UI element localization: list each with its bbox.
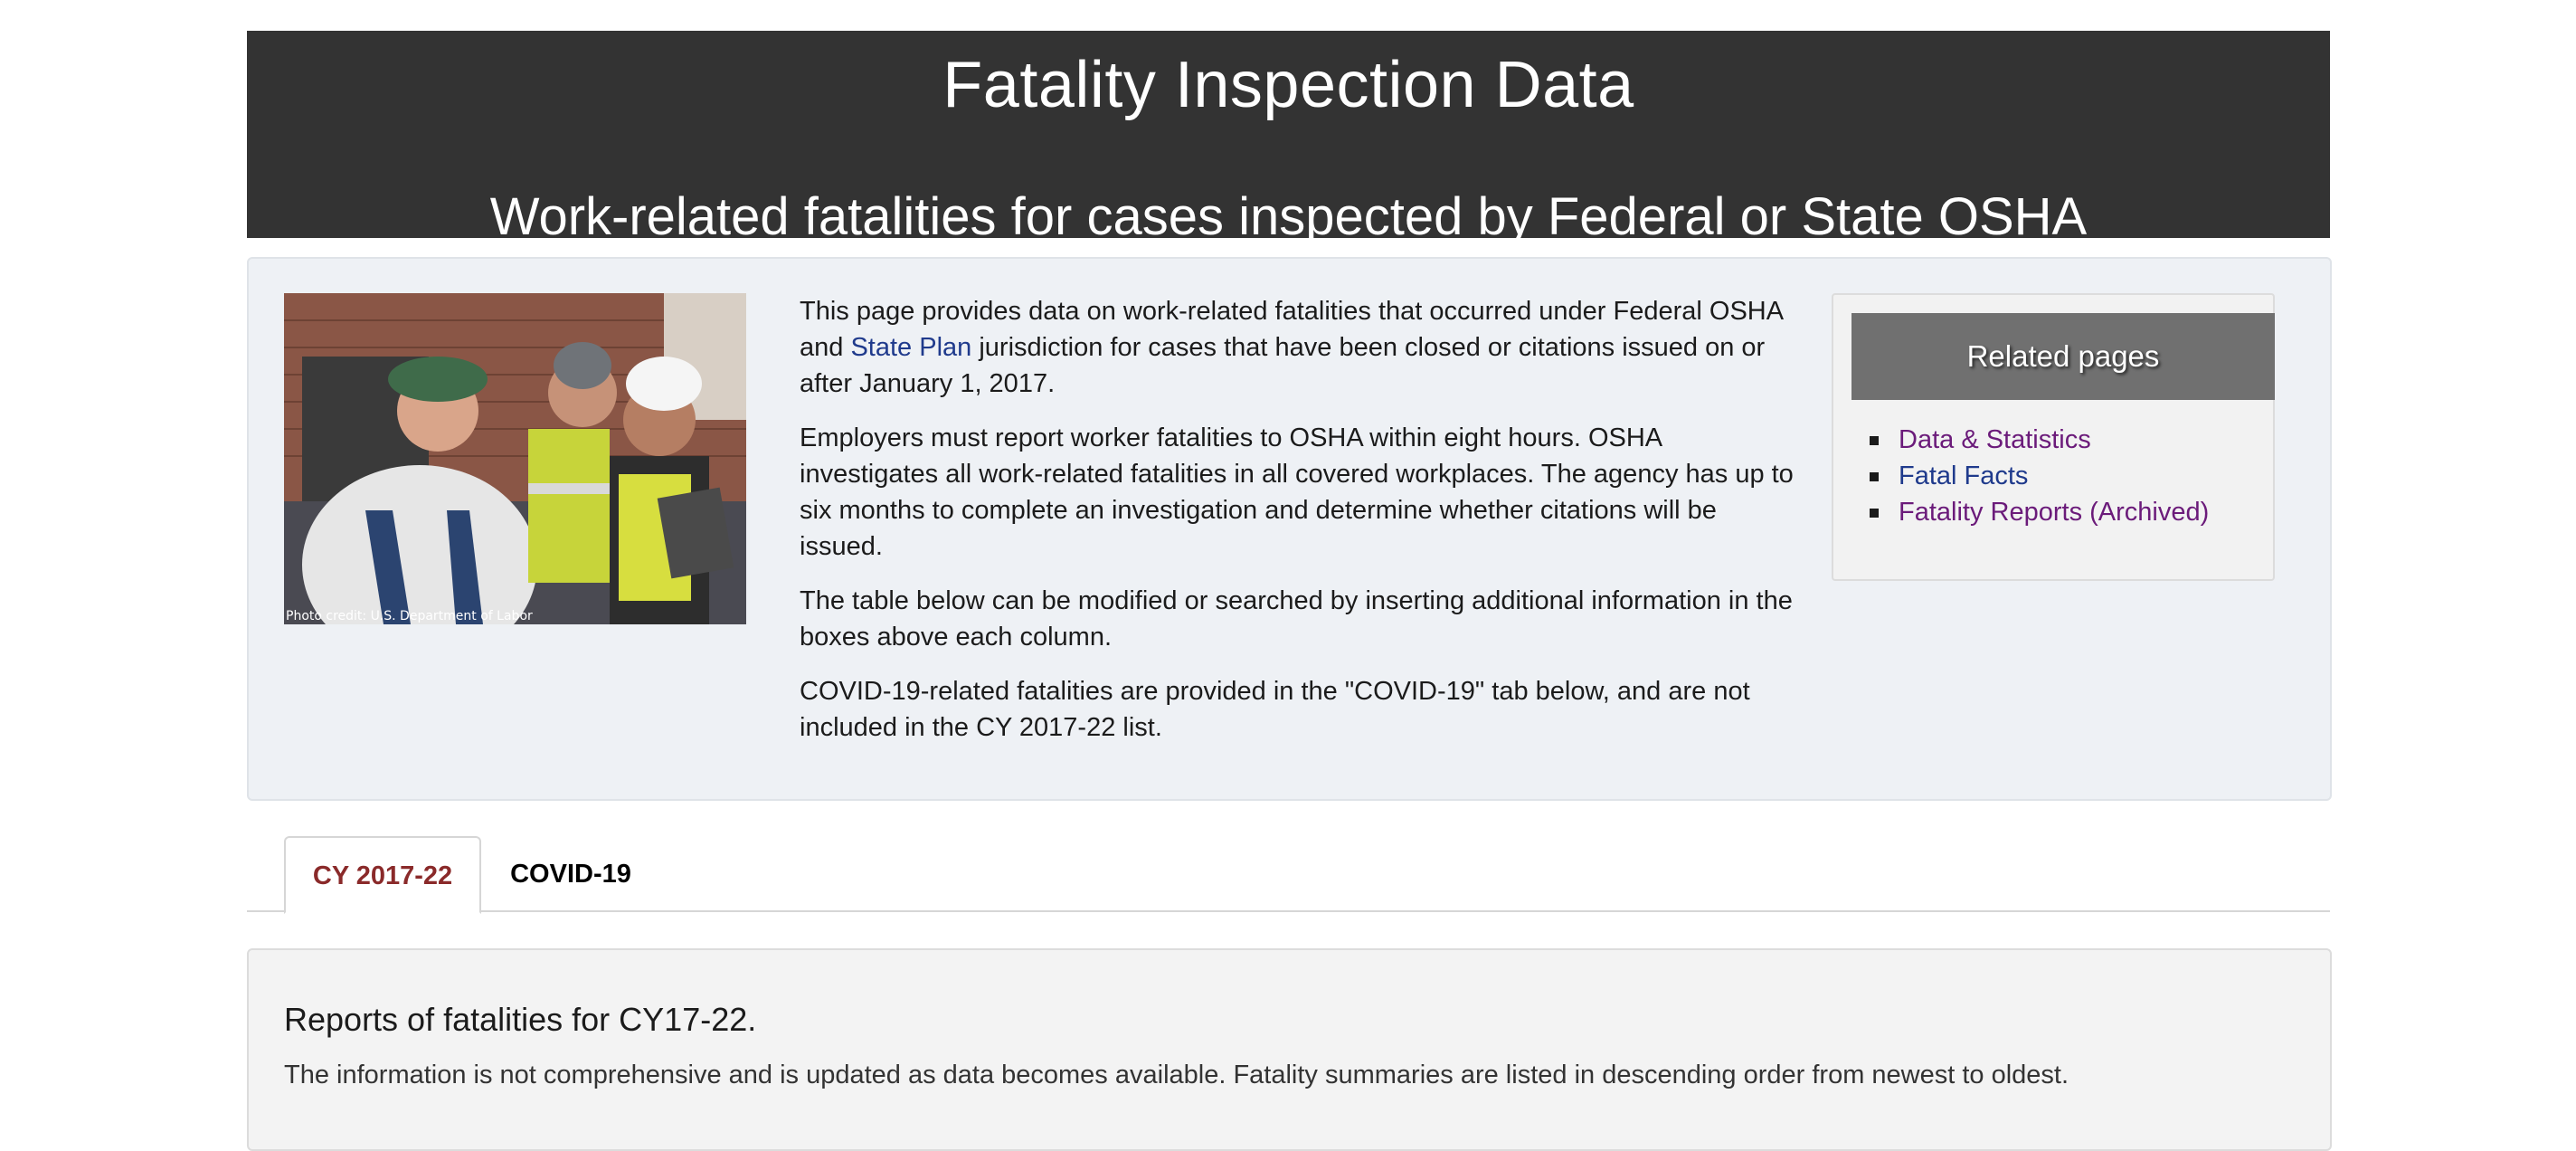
report-heading: Reports of fatalities for CY17-22.: [284, 1001, 757, 1038]
page-subtitle: Work-related fatalities for cases inspec…: [489, 187, 2088, 246]
photo-credit: Photo credit: U.S. Department of Labor: [286, 609, 533, 623]
report-panel: Reports of fatalities for CY17-22. The i…: [247, 948, 2332, 1151]
page-title: Fatality Inspection Data: [942, 49, 1634, 121]
intro-paragraph-1: This page provides data on work-related …: [800, 293, 1795, 402]
tab-covid-19[interactable]: COVID-19: [510, 860, 631, 889]
intro-paragraph-4: COVID-19-related fatalities are provided…: [800, 677, 1750, 742]
related-pages-box: Related pages Data & Statistics Fatal Fa…: [1832, 293, 2275, 581]
related-pages-heading: Related pages: [1852, 313, 2275, 400]
intro-paragraph-3: The table below can be modified or searc…: [800, 586, 1793, 652]
inspection-photo: Photo credit: U.S. Department of Labor: [284, 293, 746, 624]
intro-paragraph-2: Employers must report worker fatalities …: [800, 423, 1794, 561]
related-item-fatality-reports: Fatality Reports (Archived): [1870, 494, 2209, 530]
fatality-reports-archived-link[interactable]: Fatality Reports (Archived): [1899, 498, 2210, 527]
page-banner: Fatality Inspection Data Work-related fa…: [247, 31, 2330, 246]
related-pages-list: Data & Statistics Fatal Facts Fatality R…: [1870, 422, 2209, 530]
fatal-facts-link[interactable]: Fatal Facts: [1899, 461, 2029, 490]
intro-paragraph-1-start: This page provides data on work-related …: [800, 297, 1783, 362]
report-description: The information is not comprehensive and…: [284, 1061, 2069, 1089]
state-plan-link[interactable]: State Plan: [850, 333, 972, 362]
photo-illustration: [284, 293, 746, 624]
tab-cy-2017-22[interactable]: CY 2017-22: [284, 836, 481, 914]
related-item-fatal-facts: Fatal Facts: [1870, 458, 2209, 494]
intro-paragraph-1-end: jurisdiction for cases that have been cl…: [800, 333, 1766, 398]
intro-panel: Photo credit: U.S. Department of Labor T…: [247, 257, 2332, 801]
tab-bar: CY 2017-22 COVID-19: [247, 836, 2330, 914]
intro-text: This page provides data on work-related …: [800, 293, 1795, 764]
related-item-data-statistics: Data & Statistics: [1870, 422, 2209, 458]
data-statistics-link[interactable]: Data & Statistics: [1899, 425, 2091, 454]
